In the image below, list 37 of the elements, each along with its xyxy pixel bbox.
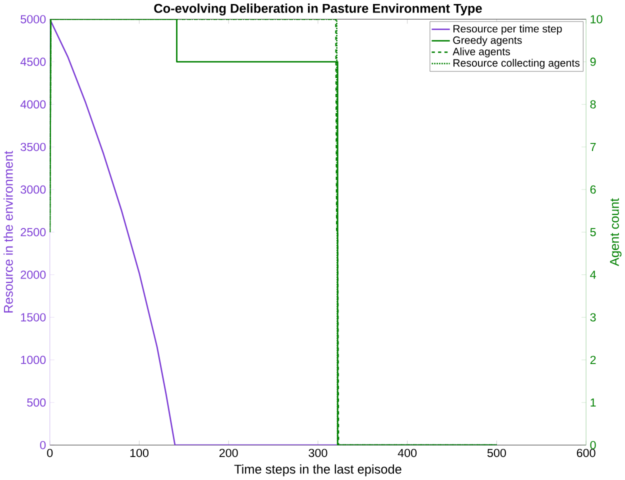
x-tick-label: 100 — [130, 448, 148, 458]
x-tick-label: 0 — [47, 448, 53, 458]
x-tick-label: 200 — [219, 448, 238, 458]
y-tick-label: 2000 — [20, 270, 46, 279]
y2-tick-label: 9 — [590, 58, 596, 66]
y-axis-title: Resource in the environment — [4, 151, 13, 313]
legend-label: Alive agents — [452, 48, 510, 58]
y-tick-label: 3500 — [20, 142, 46, 152]
x-tick-label: 600 — [576, 448, 596, 458]
y2-tick-label: 0 — [590, 441, 596, 450]
y-tick-label: 3000 — [20, 186, 46, 194]
y2-tick-label: 10 — [590, 15, 602, 24]
x-tick-label: 400 — [398, 448, 417, 458]
x-axis-title: Time steps in the last episode — [234, 464, 402, 476]
y2-tick-label: 3 — [590, 313, 596, 322]
legend-label: Resource per time step — [453, 24, 562, 35]
legend-label: Greedy agents — [453, 36, 522, 46]
y-tick-label: 1500 — [21, 313, 46, 322]
x-tick-label: 300 — [308, 448, 328, 458]
y2-tick-label: 7 — [590, 143, 596, 152]
y-tick-label: 5000 — [20, 15, 46, 24]
x-tick-label: 500 — [487, 448, 506, 458]
y2-tick-label: 2 — [590, 356, 596, 364]
y2-tick-label: 1 — [590, 398, 596, 407]
y2-tick-label: 5 — [590, 228, 596, 236]
y-tick-label: 500 — [27, 398, 46, 407]
y2-tick-label: 8 — [590, 100, 596, 109]
y-tick-label: 2500 — [20, 228, 46, 236]
y-tick-label: 4000 — [20, 100, 46, 109]
y2-tick-label: 6 — [590, 186, 596, 194]
legend-label: Resource collecting agents — [453, 59, 580, 69]
y2-axis-title: Agent count — [610, 198, 622, 266]
chart-title: Co-evolving Deliberation in Pasture Environment Type — [154, 4, 482, 16]
y-tick-label: 1000 — [21, 356, 46, 364]
y2-tick-label: 4 — [590, 270, 596, 279]
y-tick-label: 4500 — [20, 58, 46, 66]
y-tick-label: 0 — [40, 441, 46, 450]
